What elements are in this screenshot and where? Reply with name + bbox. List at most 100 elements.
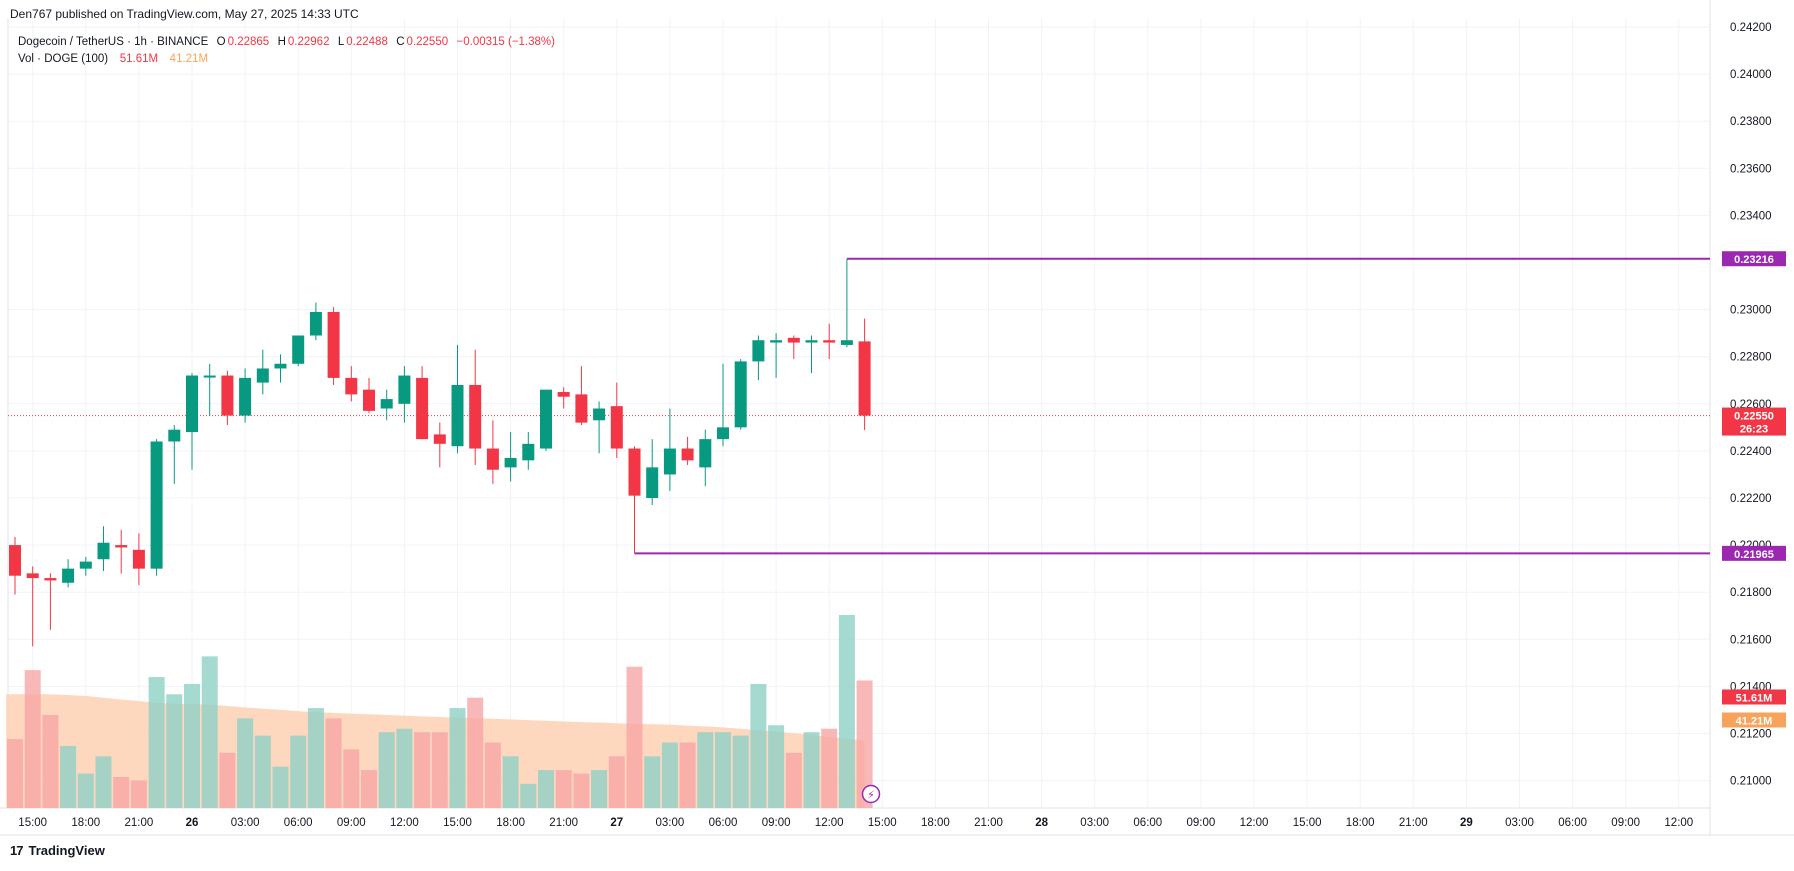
time-tick-label: 18:00 [496,817,525,829]
last-price-label-text: 26:23 [1740,424,1768,436]
volume-bar [414,732,431,808]
volume-bar [768,725,785,808]
volume-bar [361,770,377,808]
time-tick-label: 26 [186,817,199,829]
volume-bar [148,677,165,808]
time-tick-label: 12:00 [1240,817,1269,829]
volume-value-label: 51.61M [1722,689,1786,705]
candle-body [292,335,305,364]
time-tick-label: 09:00 [1611,817,1640,829]
volume-title[interactable]: Vol · DOGE (100) [18,53,109,65]
candle-body [451,384,464,447]
volume-bar [77,773,94,808]
volume-bar [130,780,147,808]
time-tick-label: 06:00 [1133,817,1162,829]
level-price-label-text: 0.21965 [1734,549,1774,561]
tradingview-logo[interactable]: 17 TradingView [10,843,105,858]
candle-body [256,368,269,383]
volume-bar [325,718,342,808]
price-tick-label: 0.21000 [1730,776,1772,788]
candle-body [239,377,252,416]
candle-body [840,340,853,345]
time-tick-label: 28 [1035,817,1048,829]
candle-body [62,568,75,583]
candle-body [858,341,871,416]
volume-bar [42,714,59,808]
close-label: C [396,36,405,48]
volume-bars [7,615,873,808]
candle-body [610,406,623,449]
time-tick-label: 09:00 [1187,817,1216,829]
level-price-label: 0.21965 [1722,545,1786,561]
time-tick-label: 18:00 [921,817,950,829]
price-axis[interactable]: 0.24200 0.24000 0.23800 0.23600 0.23400 0.230… [1730,22,1772,788]
candle-body [186,375,198,433]
candle-body [752,340,765,362]
candle-body [593,408,606,421]
time-tick-label: 03:00 [656,817,685,829]
symbol-title[interactable]: Dogecoin / TetherUS · 1h · BINANCE [18,36,209,48]
low-value: 0.22488 [346,36,388,48]
time-tick-label: 09:00 [337,817,366,829]
candle-body [363,389,375,411]
volume-ma-value: 41.21M [169,53,209,65]
time-tick-label: 03:00 [1505,817,1534,829]
time-tick-label: 21:00 [974,817,1003,829]
replay-bolt-icon[interactable]: ⚡ [861,784,881,804]
volume-bar [484,742,501,808]
price-tick-label: 0.21600 [1730,634,1772,646]
candle-body [717,427,729,440]
open-value: 0.22865 [227,36,270,48]
volume-legend: Vol · DOGE (100) 51.61M 41.21M [18,51,557,68]
volume-bar [538,770,554,808]
high-value: 0.22962 [287,36,330,48]
level-price-label-bg [1722,545,1786,561]
time-tick-label: 06:00 [284,817,313,829]
change-value: −0.00315 (−1.38%) [456,36,555,48]
candle-body [540,389,552,449]
candle-body [469,384,482,449]
volume-bar [431,732,448,808]
volume-bar [502,756,519,808]
time-tick-label: 18:00 [71,817,100,829]
volume-bar [378,732,395,808]
price-tick-label: 0.23400 [1730,210,1772,222]
candle-body [734,361,747,428]
volume-bar [838,615,855,808]
time-tick-label: 27 [610,817,623,829]
time-tick-label: 15:00 [18,817,47,829]
volume-bar [785,752,802,808]
volume-bar [803,732,820,808]
time-tick-label: 18:00 [1346,817,1375,829]
volume-bar [732,735,749,808]
candle-body [504,457,517,468]
level-price-label-text: 0.23216 [1734,254,1774,266]
volume-bar [343,749,360,808]
last-price-label-bg [1722,407,1786,436]
close-value: 0.22550 [406,36,449,48]
time-tick-label: 29 [1460,817,1473,829]
candle-body [522,443,535,461]
volume-bar [219,752,236,808]
last-price-label-text: 0.22550 [1734,411,1774,423]
volume-bar [856,680,873,808]
price-tick-label: 0.24000 [1730,69,1772,81]
volume-bar [715,732,731,808]
volume-bar [679,742,696,808]
volume-bar [750,683,767,808]
price-tick-label: 0.22800 [1730,352,1772,364]
candle-body [132,549,145,569]
volume-ma-value-label: 41.21M [1722,712,1786,728]
candle-body [398,375,411,404]
volume-value-label-bg [1722,689,1786,705]
candles [9,258,871,647]
candle-body [557,392,570,397]
volume-bar [166,694,183,808]
published-by: Den767 published on TradingView.com, May… [10,7,359,21]
time-axis[interactable]: 15:00 18:00 21:00 26 03:00 06:00 09:00 12:00 15:… [18,817,1693,829]
candle-body [221,375,234,416]
candle-body [770,340,783,343]
time-tick-label: 12:00 [390,817,419,829]
